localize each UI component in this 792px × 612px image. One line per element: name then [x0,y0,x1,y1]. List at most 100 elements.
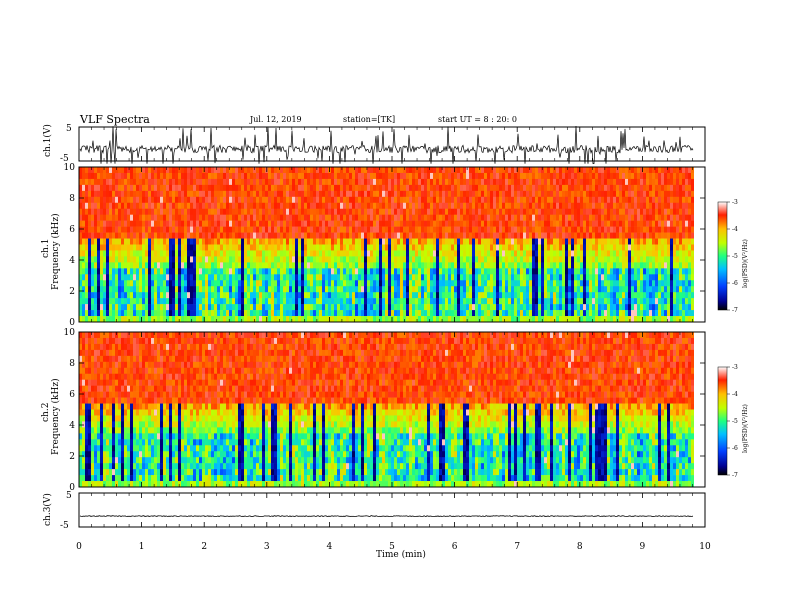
spectrogram-cell [466,274,469,281]
spectrogram-cell [493,208,496,215]
spectrogram-cell [580,167,583,174]
spectrogram-cell [325,167,328,174]
spectrogram-cell [415,244,418,251]
spectrogram-cell [478,196,481,204]
spectrogram-cell [613,256,616,263]
spectrogram-cell [289,292,292,299]
spectrogram-cell [610,184,613,192]
spectrogram-cell [190,226,193,233]
spectrogram-cell [445,316,448,323]
spectrogram-cell [460,167,463,174]
spectrogram-cell [457,262,460,269]
spectrogram-cell [223,250,226,257]
spectrogram-cell [349,238,352,245]
spectrogram-cell [301,250,304,257]
spectrogram-cell [493,256,496,263]
spectrogram-cell [226,238,229,245]
spectrogram-cell [184,178,187,186]
spectrogram-cell [220,178,223,186]
spectrogram-cell [487,232,490,239]
spectrogram-cell [475,316,478,323]
spectrogram-cell [379,256,382,263]
spectrogram-cell [520,167,523,174]
spectrogram-cell [517,172,520,180]
spectrogram-cell [577,292,580,299]
spectrogram-cell [478,262,481,269]
spectrogram-cell [433,244,436,251]
spectrogram-cell [244,286,247,293]
spectrogram-cell [580,172,583,180]
spectrogram-cell [259,214,262,221]
spectrogram-cell [349,316,352,323]
spectrogram-cell [328,208,331,215]
spectrogram-cell [448,268,451,275]
spectrogram-cell [394,190,397,198]
spectrogram-cell [352,172,355,180]
spectrogram-cell [205,298,208,305]
spectrogram-cell [316,220,319,227]
spectrogram-cell [457,172,460,180]
spectrogram-cell [169,250,172,257]
spectrogram-cell [370,268,373,275]
spectrogram-cell [571,232,574,239]
spectrogram-cell [622,202,625,210]
spectrogram-cell [346,304,349,311]
spectrogram-cell [271,268,274,275]
spectrogram-cell [205,274,208,281]
spectrogram-cell [355,316,358,323]
spectrogram-cell [214,298,217,305]
spectrogram-cell [583,268,586,275]
spectrogram-cell [118,202,121,210]
spectrogram-cell [241,226,244,233]
spectrogram-cell [604,280,607,287]
spectrogram-cell [385,196,388,204]
spectrogram-cell [367,220,370,227]
spectrogram-cell [214,190,217,198]
spectrogram-cell [598,190,601,198]
spectrogram-cell [583,202,586,210]
spectrogram-cell [496,232,499,239]
spectrogram-cell [457,256,460,263]
spectrogram-cell [79,184,82,192]
spectrogram-cell [379,280,382,287]
spectrogram-cell [397,184,400,192]
spectrogram-cell [532,298,535,305]
spectrogram-cell [463,316,466,323]
spectrogram-cell [355,196,358,204]
spectrogram-cell [577,310,580,317]
spectrogram-cell [643,250,646,257]
spectrogram-cell [523,310,526,317]
spectrogram-cell [121,250,124,257]
spectrogram-cell [346,310,349,317]
spectrogram-cell [490,244,493,251]
spectrogram-cell [178,167,181,174]
spectrogram-cell [295,232,298,239]
spectrogram-cell [409,262,412,269]
spectrogram-cell [142,220,145,227]
spectrogram-cell [133,232,136,239]
spectrogram-cell [616,262,619,269]
spectrogram-cell [355,256,358,263]
spectrogram-cell [373,208,376,215]
spectrogram-cell [427,274,430,281]
spectrogram-cell [559,226,562,233]
spectrogram-cell [271,256,274,263]
spectrogram-cell [142,208,145,215]
spectrogram-cell [367,190,370,198]
spectrogram-cell [565,202,568,210]
spectrogram-cell [250,167,253,174]
spectrogram-cell [523,172,526,180]
spectrogram-cell [412,184,415,192]
spectrogram-cell [418,214,421,221]
spectrogram-cell [418,172,421,180]
spectrogram-cell [379,298,382,305]
spectrogram-cell [529,190,532,198]
spectrogram-cell [232,184,235,192]
spectrogram-cell [97,280,100,287]
spectrogram-cell [580,298,583,305]
spectrogram-cell [124,220,127,227]
spectrogram-cell [187,208,190,215]
spectrogram-cell [562,262,565,269]
spectrogram-cell [187,220,190,227]
spectrogram-cell [478,274,481,281]
